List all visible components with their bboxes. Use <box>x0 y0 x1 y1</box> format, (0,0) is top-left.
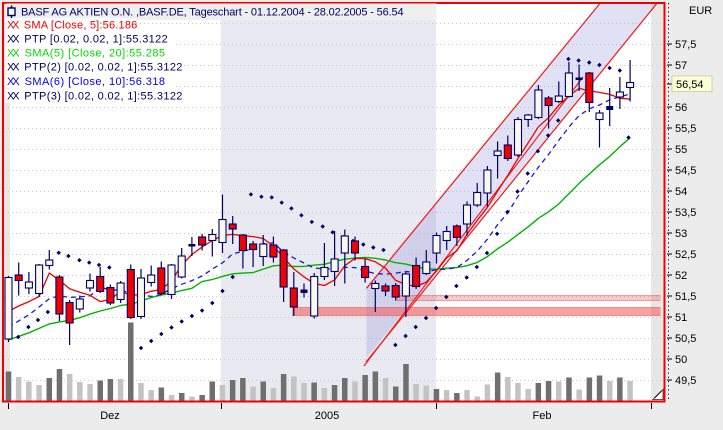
svg-text:BASF AG AKTIEN O.N. ,BASF.DE,: BASF AG AKTIEN O.N. ,BASF.DE, Tageschart… <box>21 7 403 19</box>
svg-text:50: 50 <box>675 354 687 366</box>
svg-text:Dez: Dez <box>100 410 120 422</box>
svg-text:55: 55 <box>675 144 687 156</box>
svg-text:XX PTP [0.02, 0.02, 1]:55.3122: XX PTP [0.02, 0.02, 1]:55.3122 <box>7 34 168 46</box>
svg-text:Feb: Feb <box>533 410 552 422</box>
svg-text:51,5: 51,5 <box>675 291 696 303</box>
svg-text:57: 57 <box>675 60 687 72</box>
svg-text:53,5: 53,5 <box>675 207 696 219</box>
svg-text:XX SMA(6) [Close, 10]:56.318: XX SMA(6) [Close, 10]:56.318 <box>7 76 165 88</box>
svg-text:EUR: EUR <box>689 5 712 17</box>
svg-text:50,5: 50,5 <box>675 333 696 345</box>
svg-text:52,5: 52,5 <box>675 249 696 261</box>
svg-text:52: 52 <box>675 270 687 282</box>
svg-text:56: 56 <box>675 102 687 114</box>
svg-text:XX SMA(5) [Close, 20]:55.285: XX SMA(5) [Close, 20]:55.285 <box>7 48 165 60</box>
svg-text:51: 51 <box>675 312 687 324</box>
svg-text:56,54: 56,54 <box>676 79 704 91</box>
svg-text:2005: 2005 <box>315 410 339 422</box>
svg-text:54,5: 54,5 <box>675 165 696 177</box>
svg-text:57,5: 57,5 <box>675 39 696 51</box>
svg-text:54: 54 <box>675 186 687 198</box>
svg-text:49,5: 49,5 <box>675 375 696 387</box>
svg-text:55,5: 55,5 <box>675 123 696 135</box>
svg-text:XX PTP(2) [0.02, 0.02, 1]:55.3: XX PTP(2) [0.02, 0.02, 1]:55.3122 <box>7 62 183 74</box>
svg-text:XX SMA [Close, 5]:56.186: XX SMA [Close, 5]:56.186 <box>7 20 138 32</box>
svg-text:XX PTP(3) [0.02, 0.02, 1]:55.3: XX PTP(3) [0.02, 0.02, 1]:55.3122 <box>7 91 183 103</box>
svg-text:53: 53 <box>675 228 687 240</box>
